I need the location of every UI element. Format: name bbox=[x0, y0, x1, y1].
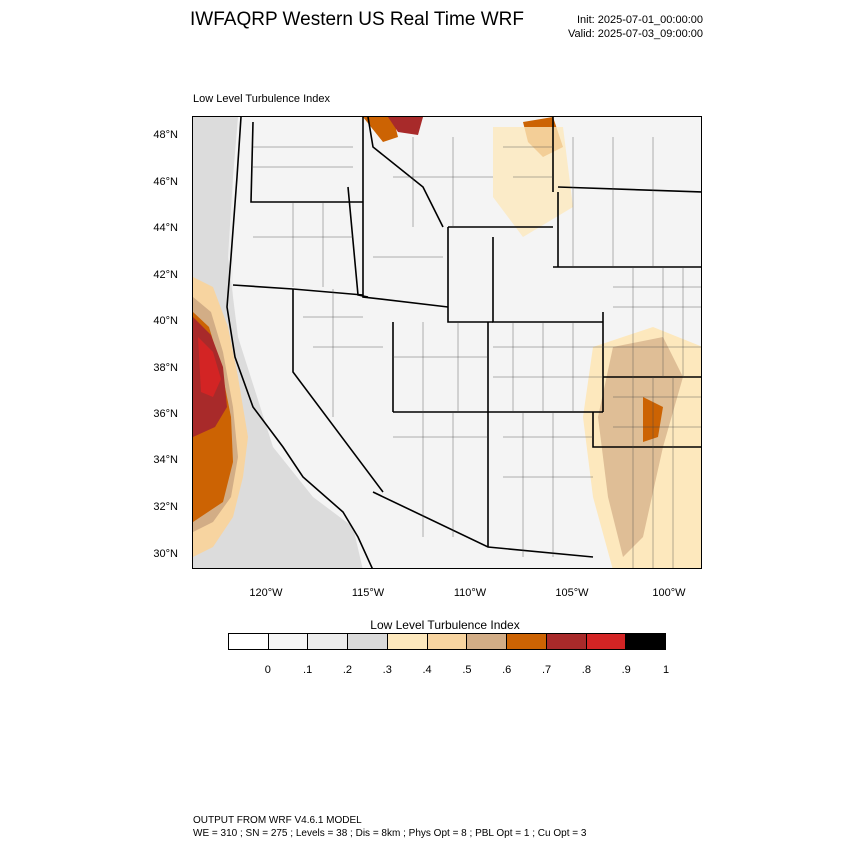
pacific-coastline bbox=[226, 117, 373, 568]
colorbar-swatch bbox=[229, 634, 269, 649]
colorbar-label: .5 bbox=[462, 664, 472, 676]
colorbar-swatch bbox=[387, 634, 428, 649]
lat-tick-34: 34°N bbox=[153, 454, 178, 466]
colorbar-swatch bbox=[268, 634, 309, 649]
lon-tick-120: 120°W bbox=[249, 587, 283, 599]
state-boundaries bbox=[232, 117, 701, 558]
colorbar-label: .2 bbox=[342, 664, 353, 676]
colorbar-label: .7 bbox=[541, 664, 552, 676]
colorbar-swatch bbox=[348, 634, 388, 649]
colorbar-swatch bbox=[308, 634, 349, 649]
colorbar-label: .1 bbox=[303, 664, 313, 676]
chart-title: IWFAQRP Western US Real Time WRF bbox=[190, 9, 524, 30]
rockies-hotspot-2 bbox=[388, 117, 423, 135]
colorbar-label: 0 bbox=[264, 664, 271, 676]
lon-tick-100: 100°W bbox=[652, 587, 686, 599]
colorbar-swatch bbox=[507, 634, 547, 649]
lat-tick-36: 36°N bbox=[153, 408, 178, 420]
lat-tick-38: 38°N bbox=[153, 362, 178, 374]
colorbar-label: .6 bbox=[502, 664, 512, 676]
lat-tick-32: 32°N bbox=[153, 501, 178, 513]
lat-tick-48: 48°N bbox=[153, 129, 178, 141]
plot-label: Low Level Turbulence Index bbox=[193, 93, 330, 105]
lat-tick-46: 46°N bbox=[153, 176, 178, 188]
lat-tick-40: 40°N bbox=[153, 315, 178, 327]
map-panel bbox=[192, 116, 702, 569]
lon-tick-115: 115°W bbox=[351, 587, 385, 599]
init-time: Init: 2025-07-01_00:00:00 bbox=[577, 14, 703, 26]
colorbar bbox=[228, 633, 666, 650]
colorbar-swatch bbox=[586, 634, 627, 649]
model-info: OUTPUT FROM WRF V4.6.1 MODEL bbox=[193, 815, 362, 826]
lon-tick-110: 110°W bbox=[453, 587, 487, 599]
lat-tick-30: 30°N bbox=[153, 548, 178, 560]
colorbar-label: .4 bbox=[422, 664, 432, 676]
colorbar-label: .8 bbox=[581, 664, 591, 676]
lon-tick-105: 105°W bbox=[555, 587, 589, 599]
colorbar-swatch bbox=[546, 634, 587, 649]
colorbar-label: .3 bbox=[382, 664, 392, 676]
rockies-hotspot-1 bbox=[363, 117, 398, 142]
valid-time: Valid: 2025-07-03_09:00:00 bbox=[568, 28, 703, 40]
lat-tick-44: 44°N bbox=[153, 222, 178, 234]
colorbar-swatch bbox=[467, 634, 508, 649]
colorbar-title: Low Level Turbulence Index bbox=[370, 618, 520, 632]
colorbar-label: .9 bbox=[621, 664, 631, 676]
model-settings: WE = 310 ; SN = 275 ; Levels = 38 ; Dis … bbox=[193, 828, 587, 839]
colorbar-swatch bbox=[427, 634, 468, 649]
lat-tick-42: 42°N bbox=[153, 269, 178, 281]
county-lines bbox=[253, 137, 701, 568]
pacific-plume-red bbox=[198, 337, 221, 397]
colorbar-label: 1 bbox=[662, 664, 670, 676]
colorbar-swatch bbox=[626, 634, 666, 649]
turbulence-map bbox=[193, 117, 701, 568]
